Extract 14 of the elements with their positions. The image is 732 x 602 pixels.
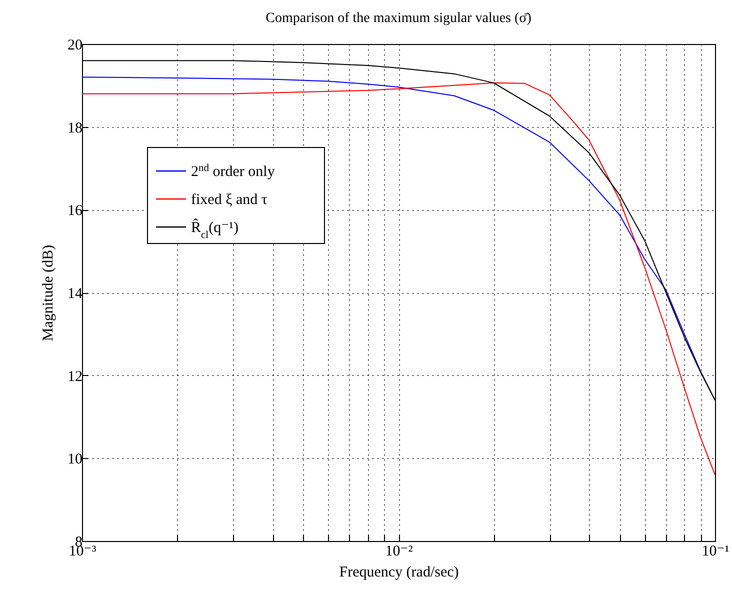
- y-tick-label: 14: [68, 286, 83, 302]
- x-tick-label: 10⁻²: [385, 544, 414, 560]
- legend-label: fixed ξ and τ: [191, 192, 268, 208]
- y-tick-label: 20: [68, 38, 82, 54]
- y-tick-label: 10: [68, 452, 82, 468]
- y-tick-label: 18: [68, 120, 82, 136]
- x-axis-title: Frequency (rad/sec): [339, 564, 459, 580]
- x-tick-label: 10⁻¹: [702, 544, 730, 560]
- y-tick-label: 12: [68, 368, 82, 385]
- chart-title: Comparison of the maximum sigular values (σ̄): [266, 11, 532, 26]
- legend-label: 2$^{nd}$ order only: [191, 162, 276, 180]
- y-tick-label: 16: [68, 203, 83, 220]
- legend-label: R̂$_{cl}$(q⁻¹): [191, 218, 239, 240]
- y-axis-title: Magnitude (dB): [40, 244, 56, 342]
